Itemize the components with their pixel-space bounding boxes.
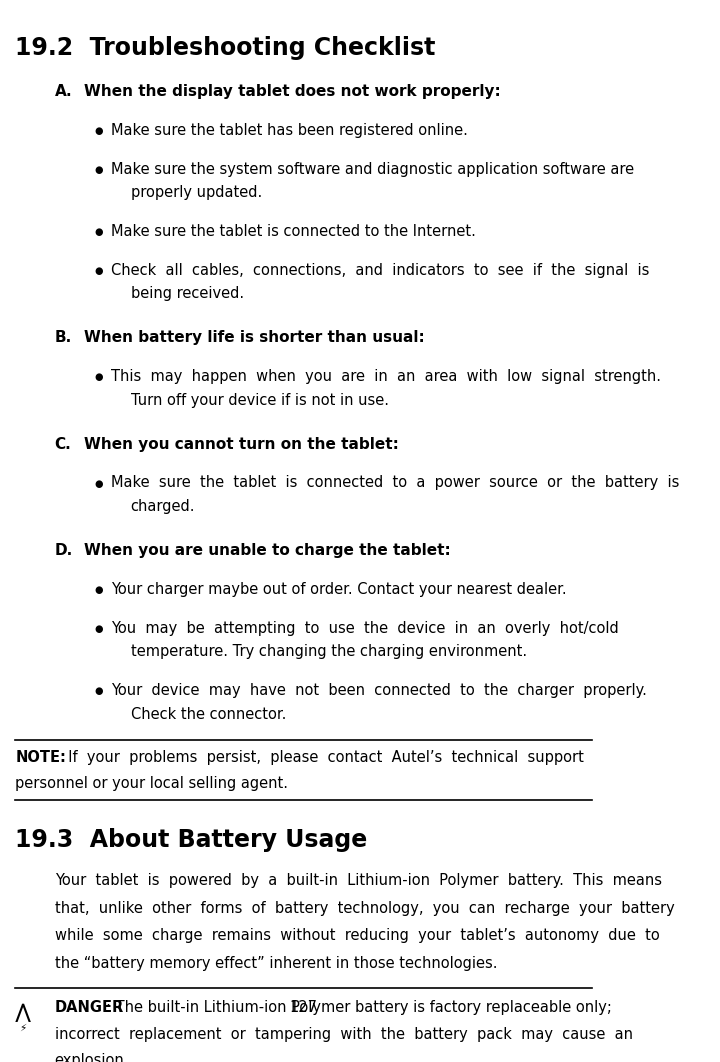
Text: 127: 127 bbox=[289, 1000, 318, 1015]
Text: ●: ● bbox=[94, 479, 103, 489]
Text: ●: ● bbox=[94, 585, 103, 595]
Text: Check  all  cables,  connections,  and  indicators  to  see  if  the  signal  is: Check all cables, connections, and indic… bbox=[111, 262, 649, 278]
Text: Make sure the tablet has been registered online.: Make sure the tablet has been registered… bbox=[111, 123, 468, 138]
Text: ●: ● bbox=[94, 227, 103, 237]
Text: 19.3  About Battery Usage: 19.3 About Battery Usage bbox=[15, 828, 367, 852]
Text: the “battery memory effect” inherent in those technologies.: the “battery memory effect” inherent in … bbox=[55, 956, 498, 971]
Text: explosion.: explosion. bbox=[55, 1054, 129, 1062]
Text: ●: ● bbox=[94, 165, 103, 174]
Text: 19.2  Troubleshooting Checklist: 19.2 Troubleshooting Checklist bbox=[15, 36, 436, 59]
Text: When you are unable to charge the tablet:: When you are unable to charge the tablet… bbox=[84, 543, 451, 558]
Text: Your  device  may  have  not  been  connected  to  the  charger  properly.: Your device may have not been connected … bbox=[111, 683, 647, 698]
Text: When battery life is shorter than usual:: When battery life is shorter than usual: bbox=[84, 330, 425, 345]
Text: Your  tablet  is  powered  by  a  built-in  Lithium-ion  Polymer  battery.  This: Your tablet is powered by a built-in Lit… bbox=[55, 873, 662, 888]
Text: Your charger maybe out of order. Contact your nearest dealer.: Your charger maybe out of order. Contact… bbox=[111, 582, 567, 597]
Text: NOTE:: NOTE: bbox=[15, 751, 66, 766]
Text: Make sure the tablet is connected to the Internet.: Make sure the tablet is connected to the… bbox=[111, 224, 476, 239]
Text: C.: C. bbox=[55, 436, 71, 451]
Text: ●: ● bbox=[94, 125, 103, 136]
Text: This  may  happen  when  you  are  in  an  area  with  low  signal  strength.: This may happen when you are in an area … bbox=[111, 370, 661, 384]
Text: : The built-in Lithium-ion Polymer battery is factory replaceable only;: : The built-in Lithium-ion Polymer batte… bbox=[107, 1000, 612, 1015]
Text: B.: B. bbox=[55, 330, 72, 345]
Text: personnel or your local selling agent.: personnel or your local selling agent. bbox=[15, 776, 288, 791]
Text: being received.: being received. bbox=[130, 287, 244, 302]
Text: ●: ● bbox=[94, 372, 103, 382]
Text: DANGER: DANGER bbox=[55, 1000, 124, 1015]
Text: ●: ● bbox=[94, 266, 103, 276]
Text: D.: D. bbox=[55, 543, 73, 558]
Text: Turn off your device if is not in use.: Turn off your device if is not in use. bbox=[130, 393, 389, 408]
Text: Make  sure  the  tablet  is  connected  to  a  power  source  or  the  battery  : Make sure the tablet is connected to a p… bbox=[111, 476, 680, 491]
Text: Check the connector.: Check the connector. bbox=[130, 706, 286, 721]
Text: A.: A. bbox=[55, 84, 72, 99]
Text: If  your  problems  persist,  please  contact  Autel’s  technical  support: If your problems persist, please contact… bbox=[59, 751, 584, 766]
Text: When you cannot turn on the tablet:: When you cannot turn on the tablet: bbox=[84, 436, 399, 451]
Text: ●: ● bbox=[94, 623, 103, 634]
Text: temperature. Try changing the charging environment.: temperature. Try changing the charging e… bbox=[130, 645, 527, 660]
Text: ●: ● bbox=[94, 686, 103, 696]
Text: Make sure the system software and diagnostic application software are: Make sure the system software and diagno… bbox=[111, 161, 634, 176]
Text: while  some  charge  remains  without  reducing  your  tablet’s  autonomy  due  : while some charge remains without reduci… bbox=[55, 928, 660, 943]
Text: charged.: charged. bbox=[130, 499, 195, 514]
Text: that,  unlike  other  forms  of  battery  technology,  you  can  recharge  your : that, unlike other forms of battery tech… bbox=[55, 901, 675, 915]
Text: incorrect  replacement  or  tampering  with  the  battery  pack  may  cause  an: incorrect replacement or tampering with … bbox=[55, 1027, 633, 1042]
Text: ⚡: ⚡ bbox=[19, 1023, 27, 1032]
Text: You  may  be  attempting  to  use  the  device  in  an  overly  hot/cold: You may be attempting to use the device … bbox=[111, 620, 619, 636]
Text: properly updated.: properly updated. bbox=[130, 185, 262, 200]
Text: When the display tablet does not work properly:: When the display tablet does not work pr… bbox=[84, 84, 500, 99]
